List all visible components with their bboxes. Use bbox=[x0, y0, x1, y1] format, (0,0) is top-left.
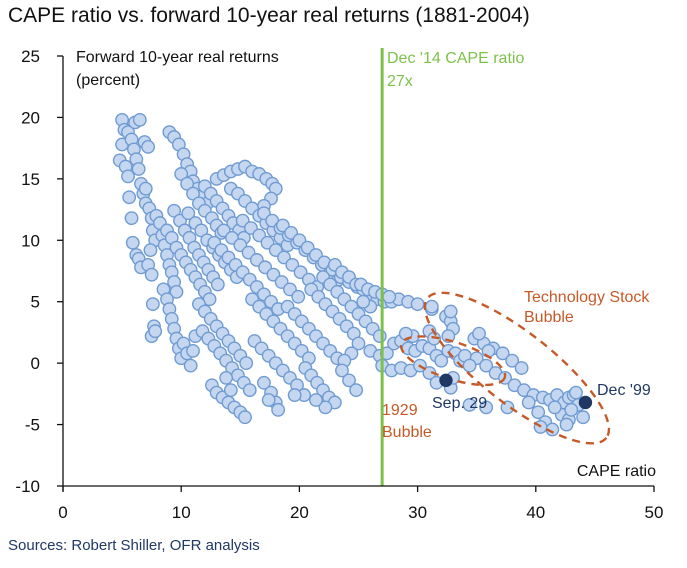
data-point bbox=[181, 206, 196, 221]
data-point bbox=[462, 398, 477, 412]
highlight-label-dec-99: Dec '99 bbox=[597, 382, 651, 399]
axes bbox=[62, 56, 654, 491]
data-point bbox=[125, 235, 140, 250]
data-point bbox=[382, 289, 397, 304]
data-point bbox=[167, 203, 182, 218]
data-point bbox=[183, 358, 198, 373]
data-point bbox=[569, 385, 583, 400]
y-tick-label: 15 bbox=[21, 170, 40, 189]
x-tick-label: 20 bbox=[290, 503, 309, 522]
reference-line-label-line-2: 27x bbox=[387, 73, 413, 90]
data-point bbox=[186, 343, 200, 358]
bubble-tech-label-line-2: Bubble bbox=[524, 309, 574, 326]
data-point bbox=[531, 405, 546, 420]
data-point bbox=[372, 329, 387, 344]
highlight-point bbox=[439, 373, 453, 388]
y-tick-label: -5 bbox=[25, 416, 40, 435]
data-point bbox=[479, 358, 494, 373]
data-point bbox=[144, 267, 159, 282]
data-point bbox=[174, 167, 189, 181]
data-point bbox=[356, 294, 371, 309]
data-point bbox=[434, 353, 449, 368]
data-point bbox=[342, 373, 356, 388]
data-point bbox=[186, 186, 200, 201]
data-point bbox=[219, 370, 234, 385]
data-point bbox=[351, 336, 366, 351]
data-point bbox=[239, 356, 254, 371]
y-ticks: 25 20 15 10 5 0 -5 -10 bbox=[15, 47, 63, 496]
x-ticks: 0 10 20 30 40 50 bbox=[58, 486, 663, 522]
data-point bbox=[576, 410, 590, 425]
data-point bbox=[271, 402, 286, 417]
data-point bbox=[505, 353, 520, 368]
highlight-points bbox=[439, 373, 593, 410]
data-point bbox=[335, 363, 349, 378]
data-point bbox=[291, 289, 306, 304]
y-tick-label: 0 bbox=[31, 354, 40, 373]
data-point bbox=[441, 329, 456, 344]
y-axis-label-line-1: Forward 10-year real returns bbox=[76, 49, 279, 66]
data-point bbox=[242, 383, 257, 398]
y-tick-label: 5 bbox=[31, 293, 40, 312]
data-point bbox=[479, 400, 494, 415]
bubble-1929-label-line-1: 1929 bbox=[382, 402, 418, 419]
data-point bbox=[261, 393, 276, 407]
data-point bbox=[514, 361, 529, 375]
data-point bbox=[318, 400, 333, 415]
data-point bbox=[141, 140, 156, 154]
data-point bbox=[138, 181, 153, 196]
data-point bbox=[547, 400, 562, 415]
data-point bbox=[309, 393, 323, 407]
x-tick-label: 30 bbox=[408, 503, 427, 522]
data-point bbox=[169, 284, 184, 299]
data-point bbox=[287, 388, 302, 402]
data-point bbox=[210, 277, 225, 292]
data-point bbox=[121, 169, 135, 184]
data-point bbox=[145, 297, 160, 312]
data-point bbox=[132, 112, 147, 127]
x-tick-label: 40 bbox=[526, 503, 545, 522]
x-tick-label: 0 bbox=[58, 503, 67, 522]
data-point bbox=[564, 402, 579, 417]
highlight-point bbox=[578, 395, 593, 410]
x-tick-label: 10 bbox=[172, 503, 191, 522]
y-tick-label: -10 bbox=[15, 477, 40, 496]
bubble-tech-outline bbox=[423, 291, 611, 445]
data-point bbox=[257, 375, 271, 390]
data-point bbox=[349, 383, 364, 398]
data-point bbox=[194, 223, 209, 238]
data-point bbox=[424, 299, 439, 314]
points-layer bbox=[112, 112, 590, 437]
y-axis-label-line-2: (percent) bbox=[76, 72, 140, 89]
data-point bbox=[131, 162, 146, 176]
data-point bbox=[410, 297, 425, 312]
data-point bbox=[180, 176, 195, 191]
bubble-1929-label-line-2: Bubble bbox=[382, 424, 432, 441]
data-point bbox=[148, 324, 163, 339]
data-point bbox=[223, 383, 238, 398]
data-point bbox=[238, 410, 252, 425]
highlight-label-sep-29: Sep. 29 bbox=[432, 395, 487, 412]
x-axis-label: CAPE ratio bbox=[577, 463, 656, 480]
y-tick-label: 10 bbox=[21, 231, 40, 250]
data-point bbox=[143, 243, 158, 258]
y-tick-label: 20 bbox=[21, 108, 40, 127]
source-note: Sources: Robert Shiller, OFR analysis bbox=[8, 537, 260, 554]
data-point bbox=[472, 326, 486, 341]
data-point bbox=[495, 346, 510, 361]
reference-line-label-line-1: Dec '14 CAPE ratio bbox=[387, 50, 524, 67]
data-point bbox=[462, 358, 477, 373]
data-point bbox=[521, 395, 536, 410]
bubble-tech-label-line-1: Technology Stock bbox=[524, 289, 650, 306]
data-point bbox=[443, 304, 458, 319]
chart-title: CAPE ratio vs. forward 10-year real retu… bbox=[8, 4, 530, 27]
data-point bbox=[559, 417, 574, 432]
x-tick-label: 50 bbox=[645, 503, 664, 522]
data-point bbox=[124, 211, 139, 226]
data-point bbox=[122, 190, 137, 205]
y-tick-label: 25 bbox=[21, 47, 40, 66]
